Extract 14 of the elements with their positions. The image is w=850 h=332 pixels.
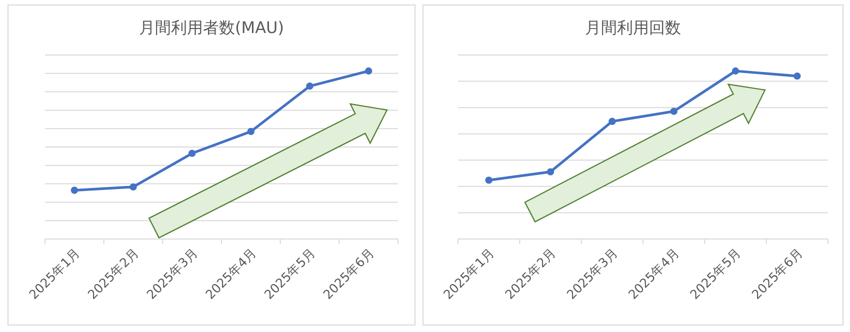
point — [670, 108, 678, 115]
point — [546, 168, 554, 176]
point — [364, 67, 372, 75]
point — [608, 118, 616, 125]
chart-title: 月間利用者数(MAU) — [139, 18, 284, 37]
point — [188, 150, 196, 157]
point — [732, 67, 740, 75]
point — [794, 72, 801, 80]
point — [130, 183, 137, 191]
point — [306, 82, 314, 90]
point — [70, 186, 78, 194]
chart-title: 月間利用回数 — [585, 18, 681, 37]
point — [247, 128, 255, 136]
point — [485, 176, 492, 184]
